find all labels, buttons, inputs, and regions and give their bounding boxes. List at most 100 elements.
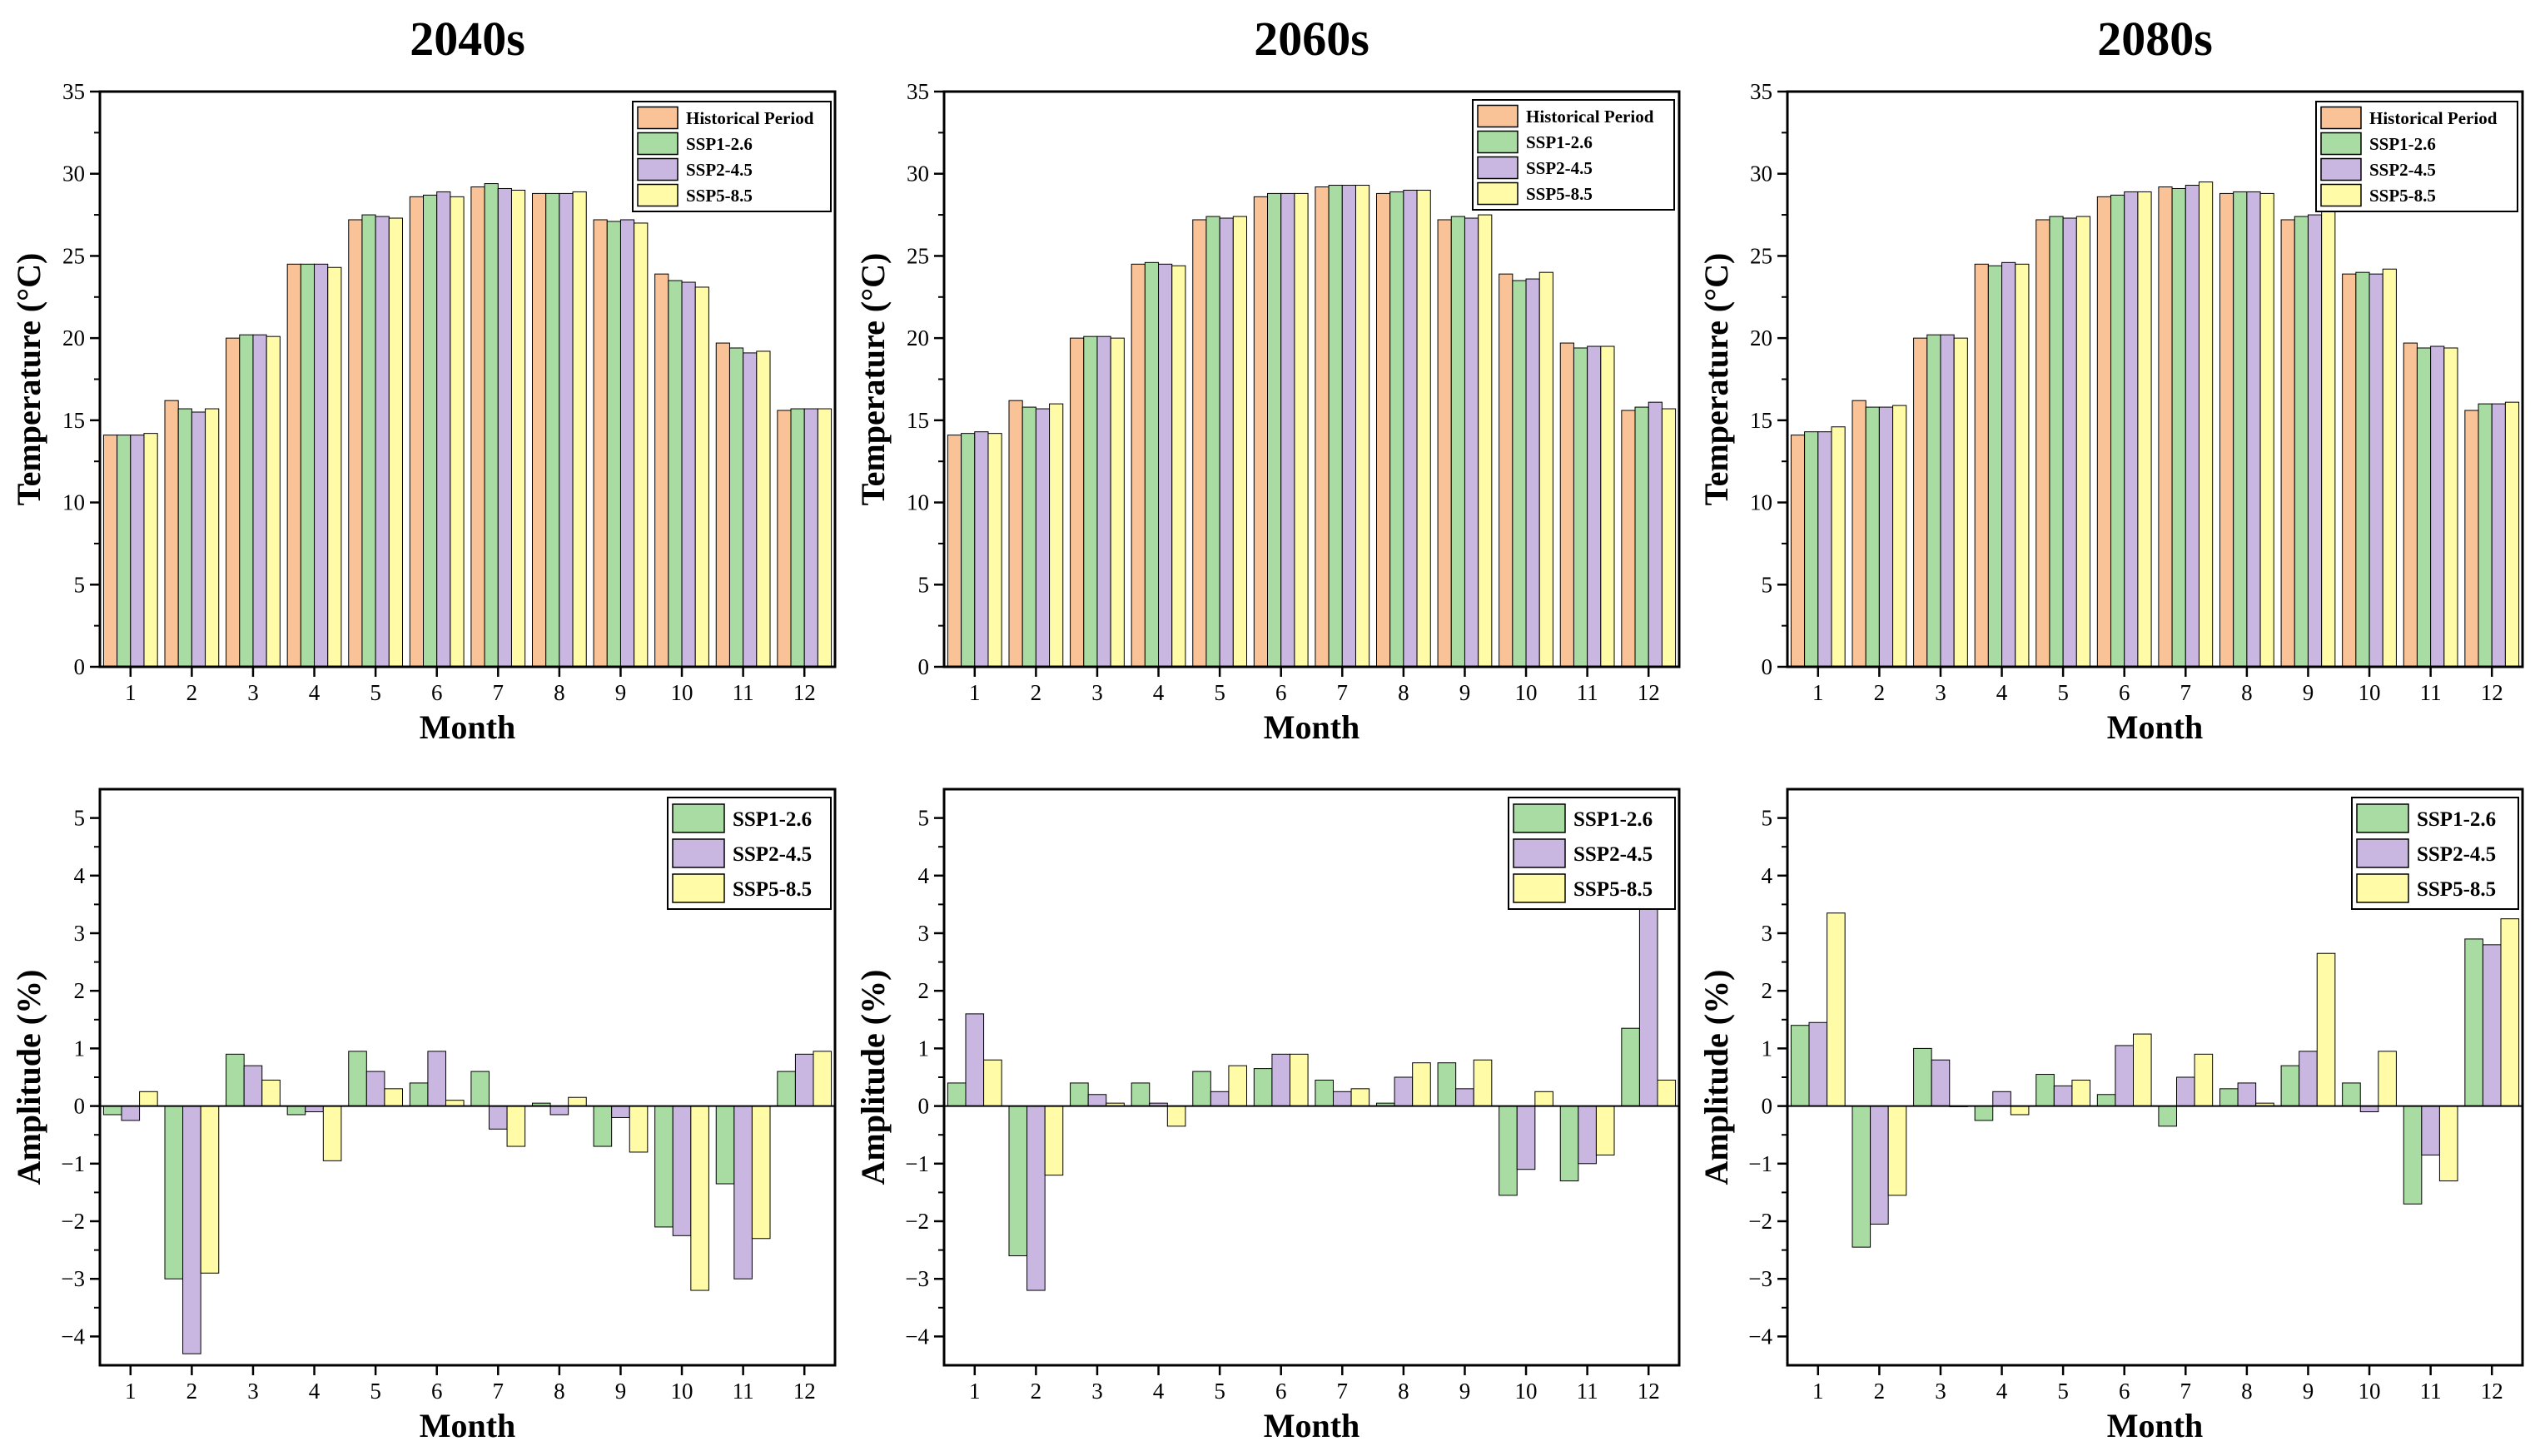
bar-historical-period-m3 xyxy=(1070,337,1085,668)
y-tick-label: 1 xyxy=(1762,1036,1773,1061)
y-tick-label: 5 xyxy=(918,806,930,831)
bar-ssp5-8-5-m4 xyxy=(322,1106,342,1161)
bar-ssp5-8-5-m10 xyxy=(1538,271,1553,668)
bar-ssp5-8-5-m5 xyxy=(1232,216,1248,668)
bar-historical-period-m7 xyxy=(2158,186,2173,668)
x-tick-label: 7 xyxy=(2180,1379,2192,1404)
bar-ssp2-4-5-m7 xyxy=(2185,185,2200,668)
x-tick-label: 3 xyxy=(1091,1379,1103,1404)
bar-ssp5-8-5-m11 xyxy=(751,1106,771,1240)
bar-ssp1-2-6-m5 xyxy=(1205,216,1220,668)
bar-ssp2-4-5-m4 xyxy=(2001,261,2016,668)
x-tick-label: 5 xyxy=(2057,1379,2069,1404)
bar-ssp1-2-6-m2 xyxy=(1008,1106,1028,1257)
x-tick-label: 8 xyxy=(1398,1379,1409,1404)
bar-ssp1-2-6-m11 xyxy=(715,1106,735,1185)
bar-historical-period-m9 xyxy=(1437,219,1452,668)
legend-swatch xyxy=(1477,181,1519,206)
bar-ssp2-4-5-m6 xyxy=(427,1051,446,1107)
y-tick-label: 35 xyxy=(62,79,85,104)
bar-ssp1-2-6-m1 xyxy=(1790,1025,1810,1107)
bar-ssp1-2-6-m7 xyxy=(2171,187,2186,668)
bar-ssp5-8-5-m1 xyxy=(1831,426,1846,668)
bar-ssp2-4-5-m7 xyxy=(1341,185,1356,668)
y-tick-label: 5 xyxy=(1762,572,1773,597)
bar-ssp1-2-6-m3 xyxy=(226,1053,245,1107)
bar-historical-period-m10 xyxy=(1499,273,1514,668)
y-tick-label: 30 xyxy=(1750,162,1772,186)
bar-ssp5-8-5-m11 xyxy=(1595,1106,1615,1155)
bar-ssp2-4-5-m9 xyxy=(2307,214,2323,668)
bar-ssp1-2-6-m4 xyxy=(300,263,316,668)
bar-ssp5-8-5-m8 xyxy=(572,191,587,668)
y-tick-label: 1 xyxy=(918,1036,930,1061)
bar-ssp1-2-6-m11 xyxy=(1559,1106,1579,1182)
bar-historical-period-m5 xyxy=(2035,219,2050,668)
y-tick-label: 0 xyxy=(1762,654,1773,679)
bar-ssp2-4-5-m4 xyxy=(1992,1091,2011,1107)
y-tick-label: 4 xyxy=(74,863,86,888)
bar-ssp2-4-5-m8 xyxy=(549,1106,569,1116)
x-tick-label: 8 xyxy=(2241,680,2253,705)
bar-ssp5-8-5-m12 xyxy=(2504,401,2520,668)
bar-ssp2-4-5-m11 xyxy=(1578,1106,1597,1165)
y-tick-label: 25 xyxy=(62,243,85,268)
x-tick-label: 12 xyxy=(2481,680,2503,705)
bar-group xyxy=(947,907,1677,1291)
bar-ssp1-2-6-m8 xyxy=(2233,191,2248,668)
x-tick-label: 1 xyxy=(969,680,981,705)
bar-ssp2-4-5-m11 xyxy=(2430,345,2445,668)
y-tick-label: 0 xyxy=(918,1094,930,1119)
legend-label: SSP5-8.5 xyxy=(686,186,753,206)
x-tick-label: 5 xyxy=(2057,680,2069,705)
y-tick-label: 0 xyxy=(918,654,930,679)
bar-group xyxy=(102,183,833,668)
legend-label: SSP5-8.5 xyxy=(733,878,812,901)
bar-ssp2-4-5-m12 xyxy=(1648,401,1663,668)
x-axis-label: Month xyxy=(1264,1407,1360,1444)
bar-ssp1-2-6-m9 xyxy=(2294,216,2309,668)
x-tick-label: 9 xyxy=(615,680,627,705)
x-tick-label: 12 xyxy=(2481,1379,2503,1404)
bar-historical-period-m11 xyxy=(715,342,730,668)
bar-ssp1-2-6-m5 xyxy=(2035,1074,2055,1107)
bar-ssp2-4-5-m2 xyxy=(1870,1106,1889,1225)
bar-ssp2-4-5-m7 xyxy=(497,187,512,668)
bar-ssp1-2-6-m10 xyxy=(654,1106,674,1228)
legend-swatch xyxy=(1513,803,1566,833)
bar-ssp2-4-5-m6 xyxy=(1271,1053,1291,1107)
bar-ssp2-4-5-m12 xyxy=(803,408,818,668)
y-tick-label: 20 xyxy=(1750,325,1772,350)
bar-ssp2-4-5-m3 xyxy=(243,1065,263,1107)
bar-ssp5-8-5-m9 xyxy=(1473,1059,1493,1107)
chart-title: 2060s xyxy=(1254,12,1369,66)
bar-ssp2-4-5-m8 xyxy=(1394,1076,1414,1107)
bar-ssp5-8-5-m3 xyxy=(1953,337,1968,668)
legend-swatch xyxy=(637,183,678,207)
bar-historical-period-m12 xyxy=(777,410,792,668)
y-tick-label: 3 xyxy=(74,921,86,946)
bar-ssp1-2-6-m3 xyxy=(1083,335,1098,668)
bar-historical-period-m10 xyxy=(654,273,669,668)
bar-ssp2-4-5-m10 xyxy=(672,1106,692,1236)
y-tick-label: 0 xyxy=(74,654,86,679)
y-tick-label: −1 xyxy=(61,1151,85,1176)
bar-ssp1-2-6-m10 xyxy=(668,280,683,668)
bar-historical-period-m5 xyxy=(348,219,363,668)
y-tick-label: −4 xyxy=(905,1324,929,1349)
y-tick-label: 10 xyxy=(1750,490,1772,515)
bar-ssp1-2-6-m1 xyxy=(1804,431,1819,668)
bar-ssp5-8-5-m4 xyxy=(1166,1106,1186,1127)
y-tick-label: 3 xyxy=(918,921,930,946)
x-tick-label: 8 xyxy=(554,680,565,705)
bar-ssp5-8-5-m4 xyxy=(327,266,342,668)
bar-ssp2-4-5-m6 xyxy=(436,191,451,668)
x-axis-label: Month xyxy=(420,1407,516,1444)
bar-ssp5-8-5-m4 xyxy=(2015,263,2030,668)
bar-ssp1-2-6-m2 xyxy=(1852,1106,1871,1248)
bar-ssp1-2-6-m11 xyxy=(2403,1106,2423,1205)
bar-ssp2-4-5-m11 xyxy=(1587,345,1602,668)
bar-ssp2-4-5-m3 xyxy=(1096,335,1111,668)
